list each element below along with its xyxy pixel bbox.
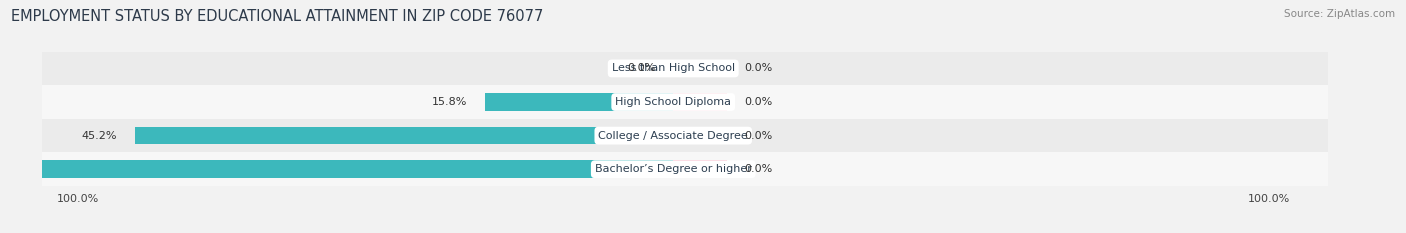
Text: Bachelor’s Degree or higher: Bachelor’s Degree or higher: [595, 164, 752, 174]
Bar: [0, 161, 673, 178]
Bar: [673, 127, 727, 144]
Text: 0.0%: 0.0%: [745, 97, 773, 107]
Text: 0.0%: 0.0%: [745, 131, 773, 141]
Text: 45.2%: 45.2%: [82, 131, 117, 141]
Bar: [485, 93, 673, 111]
Bar: [673, 161, 727, 178]
Bar: [135, 127, 673, 144]
Text: 15.8%: 15.8%: [432, 97, 467, 107]
Bar: [18, 52, 1329, 85]
Bar: [673, 93, 727, 111]
Text: 0.0%: 0.0%: [627, 63, 655, 73]
Bar: [18, 119, 1329, 152]
Bar: [18, 152, 1329, 186]
Text: 0.0%: 0.0%: [745, 63, 773, 73]
Text: EMPLOYMENT STATUS BY EDUCATIONAL ATTAINMENT IN ZIP CODE 76077: EMPLOYMENT STATUS BY EDUCATIONAL ATTAINM…: [11, 9, 544, 24]
Text: Less than High School: Less than High School: [612, 63, 735, 73]
Text: 0.0%: 0.0%: [745, 164, 773, 174]
Text: College / Associate Degree: College / Associate Degree: [599, 131, 748, 141]
Text: High School Diploma: High School Diploma: [616, 97, 731, 107]
Bar: [673, 60, 727, 77]
Bar: [18, 85, 1329, 119]
Text: Source: ZipAtlas.com: Source: ZipAtlas.com: [1284, 9, 1395, 19]
